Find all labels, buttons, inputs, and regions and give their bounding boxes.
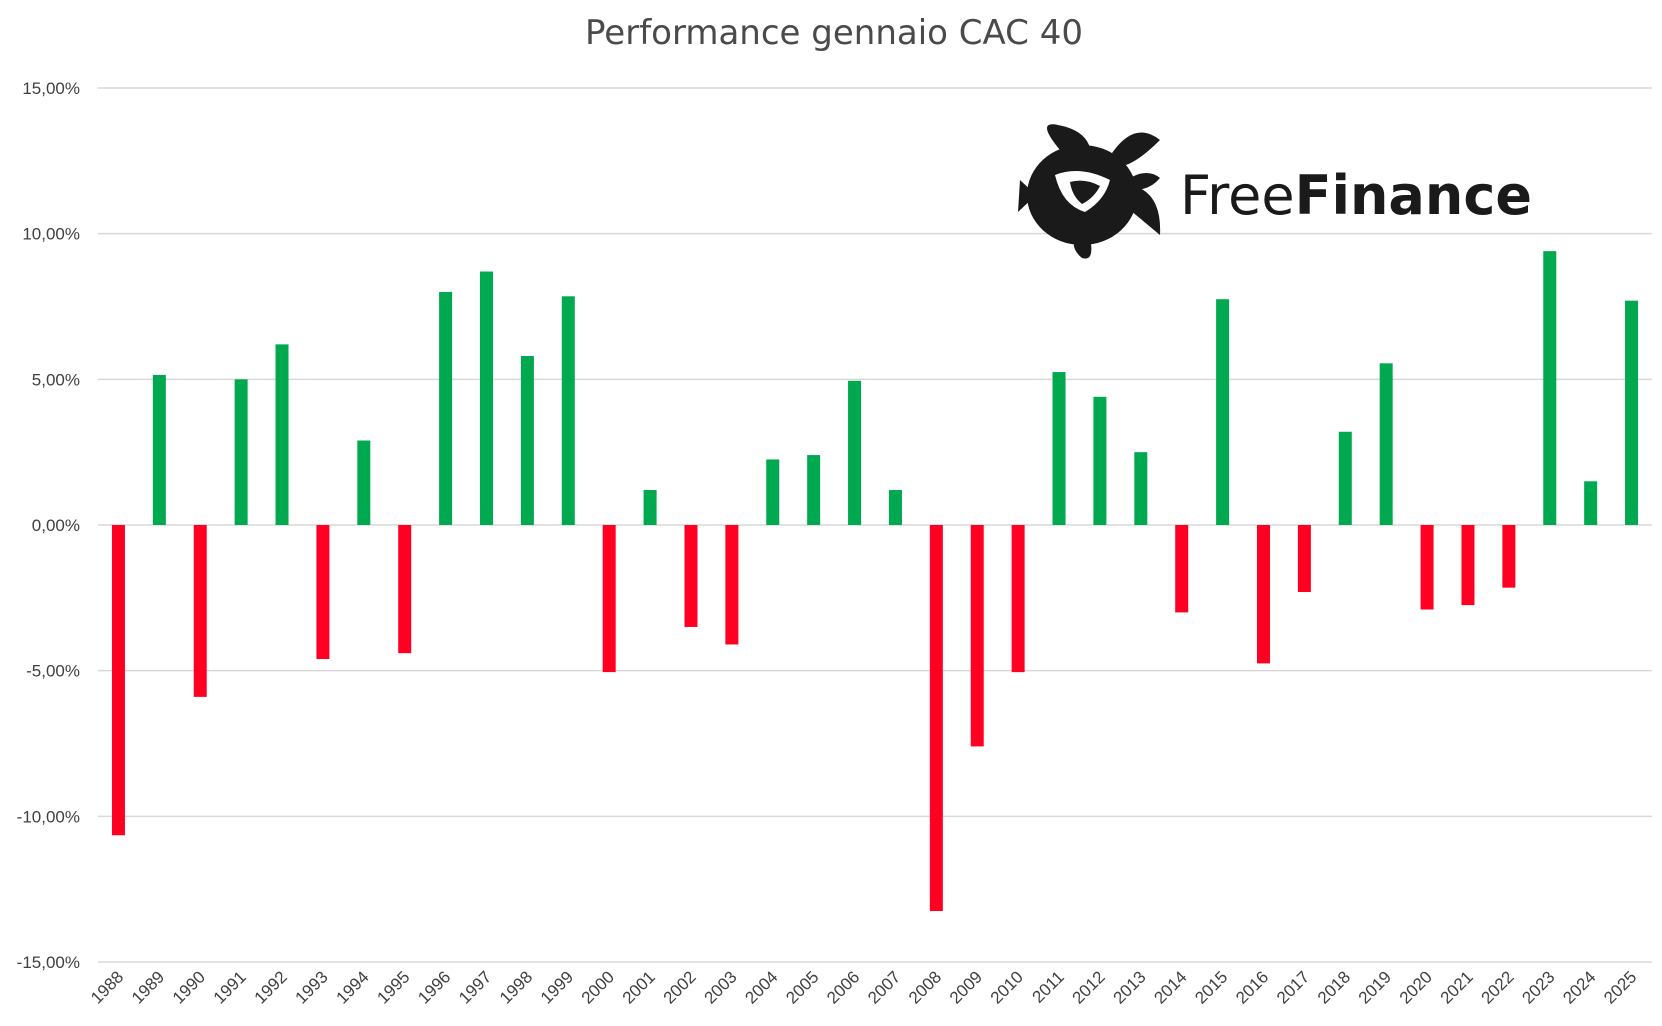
bar-1993	[316, 525, 330, 660]
bar-1989	[152, 374, 166, 525]
y-tick-label: 5,00%	[32, 370, 80, 389]
x-tick-label: 2000	[578, 967, 618, 1007]
bar-2018	[1338, 431, 1352, 525]
x-tick-label: 2008	[905, 967, 945, 1007]
y-tick-label: -10,00%	[17, 807, 80, 826]
x-tick-label: 1988	[87, 967, 127, 1007]
x-tick-label: 1996	[414, 967, 454, 1007]
x-tick-label: 1991	[210, 967, 250, 1007]
brand-logo: FreeFinance	[1018, 124, 1532, 259]
bar-2012	[1093, 396, 1107, 525]
x-tick-label: 2017	[1273, 967, 1313, 1007]
x-tick-label: 2020	[1396, 967, 1436, 1007]
bar-1990	[193, 525, 207, 697]
brand-name: FreeFinance	[1180, 164, 1532, 227]
bar-2023	[1543, 251, 1557, 525]
bar-2017	[1297, 525, 1311, 593]
x-tick-label: 2012	[1069, 967, 1109, 1007]
x-tick-label: 2001	[619, 967, 659, 1007]
bar-2011	[1052, 372, 1066, 525]
bar-2010	[1011, 525, 1025, 673]
x-tick-label: 2025	[1600, 967, 1640, 1007]
x-tick-label: 2019	[1355, 967, 1395, 1007]
bar-2015	[1216, 299, 1230, 525]
x-tick-label: 2005	[782, 967, 822, 1007]
x-tick-label: 2002	[660, 967, 700, 1007]
bar-1997	[480, 271, 493, 525]
bar-2002	[684, 525, 698, 627]
x-tick-label: 2006	[823, 967, 863, 1007]
x-tick-label: 2009	[946, 967, 986, 1007]
bar-2009	[970, 525, 984, 747]
x-tick-label: 2013	[1109, 967, 1149, 1007]
bar-2013	[1134, 452, 1148, 525]
bar-2004	[766, 459, 780, 525]
x-tick-label: 1989	[128, 967, 168, 1007]
x-tick-label: 2011	[1029, 967, 1068, 1006]
bar-2003	[725, 525, 739, 645]
bar-1988	[111, 525, 125, 836]
turtle-icon	[1018, 124, 1161, 259]
bar-2008	[929, 525, 943, 912]
x-tick-label: 2003	[701, 967, 741, 1007]
y-tick-label: -5,00%	[26, 662, 80, 681]
x-tick-label: 1998	[496, 967, 536, 1007]
x-tick-label: 2018	[1314, 967, 1354, 1007]
bar-1995	[398, 525, 412, 654]
x-tick-label: 2004	[741, 967, 781, 1007]
bar-2021	[1461, 525, 1475, 606]
x-tick-label: 1993	[292, 967, 332, 1007]
bar-1998	[520, 356, 534, 525]
bar-1999	[561, 296, 575, 525]
x-tick-label: 1990	[169, 967, 209, 1007]
x-tick-label: 2024	[1559, 967, 1599, 1007]
x-tick-label: 2015	[1191, 967, 1231, 1007]
x-tick-label: 1992	[251, 967, 291, 1007]
grid-lines	[98, 87, 1652, 963]
bar-2016	[1257, 525, 1270, 664]
x-tick-label: 2014	[1150, 967, 1190, 1007]
bar-1994	[357, 440, 371, 525]
bar-2000	[602, 525, 616, 673]
y-tick-label: 15,00%	[22, 79, 80, 98]
bar-1991	[234, 379, 248, 525]
bar-2001	[643, 490, 657, 525]
bars	[111, 251, 1639, 912]
bar-1996	[439, 291, 453, 525]
x-tick-label: 2021	[1437, 967, 1477, 1007]
y-tick-label: 10,00%	[22, 225, 80, 244]
x-tick-label: 2007	[864, 967, 904, 1007]
x-tick-label: 1994	[332, 967, 372, 1007]
brand-name-light: Free	[1180, 164, 1295, 227]
x-tick-label: 2010	[987, 967, 1027, 1007]
x-tick-label: 1999	[537, 967, 577, 1007]
x-axis-ticks: 1988 1989 1990 1991 1992 1993 1994 1995 1996 1997…	[87, 967, 1640, 1007]
x-tick-label: 2022	[1478, 967, 1518, 1007]
x-tick-label: 2016	[1232, 967, 1272, 1007]
brand-name-bold: Finance	[1295, 164, 1532, 227]
x-tick-label: 1995	[373, 967, 413, 1007]
bar-2024	[1584, 481, 1598, 525]
bar-2022	[1502, 525, 1516, 588]
y-tick-label: 0,00%	[32, 516, 80, 535]
bar-2006	[848, 380, 862, 525]
x-tick-label: 2023	[1518, 967, 1558, 1007]
bar-1992	[275, 344, 289, 525]
bar-2007	[888, 490, 902, 525]
bar-2020	[1420, 525, 1434, 610]
bar-2025	[1625, 300, 1639, 525]
y-tick-label: -15,00%	[17, 953, 80, 972]
bar-2005	[807, 455, 821, 525]
x-tick-label: 1997	[455, 967, 495, 1007]
bar-2014	[1175, 525, 1189, 613]
bar-2019	[1379, 363, 1393, 525]
y-axis-ticks: 15,00% 10,00% 5,00% 0,00% -5,00% -10,00% -15,0…	[17, 79, 80, 972]
chart-title: Performance gennaio CAC 40	[585, 13, 1083, 53]
